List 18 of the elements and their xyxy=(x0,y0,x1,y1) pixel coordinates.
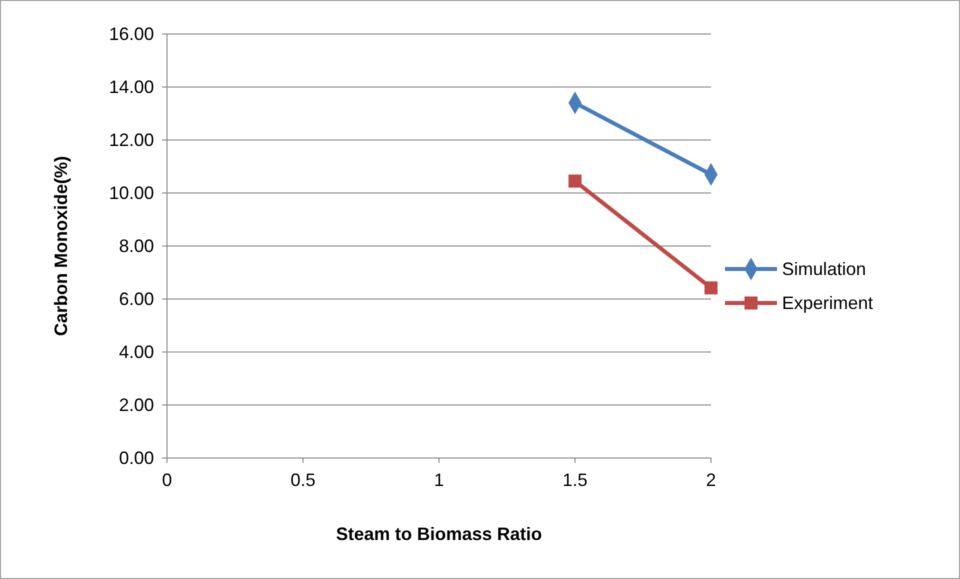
y-tick-label: 12.00 xyxy=(108,130,154,150)
y-tick-label: 0.00 xyxy=(118,448,154,468)
x-tick-label: 0 xyxy=(162,470,172,490)
y-tick-label: 14.00 xyxy=(108,76,154,97)
y-tick-label: 8.00 xyxy=(118,236,154,256)
x-tick-label: 1 xyxy=(434,470,444,490)
y-tick-label: 16.00 xyxy=(108,24,154,44)
y-axis-title: Carbon Monoxide(%) xyxy=(51,156,71,336)
x-tick-label: 1.5 xyxy=(562,470,588,490)
x-axis-title: Steam to Biomass Ratio xyxy=(336,524,542,544)
y-tick-label: 10.00 xyxy=(108,182,154,203)
y-tick-label: 2.00 xyxy=(118,394,154,415)
x-tick-label: 2 xyxy=(706,470,716,490)
x-tick-label: 0.5 xyxy=(290,470,316,490)
y-tick-label: 4.00 xyxy=(118,342,154,362)
legend-label: Experiment xyxy=(782,293,874,313)
y-tick-label: 6.00 xyxy=(118,288,154,309)
legend-label: Simulation xyxy=(782,259,866,279)
